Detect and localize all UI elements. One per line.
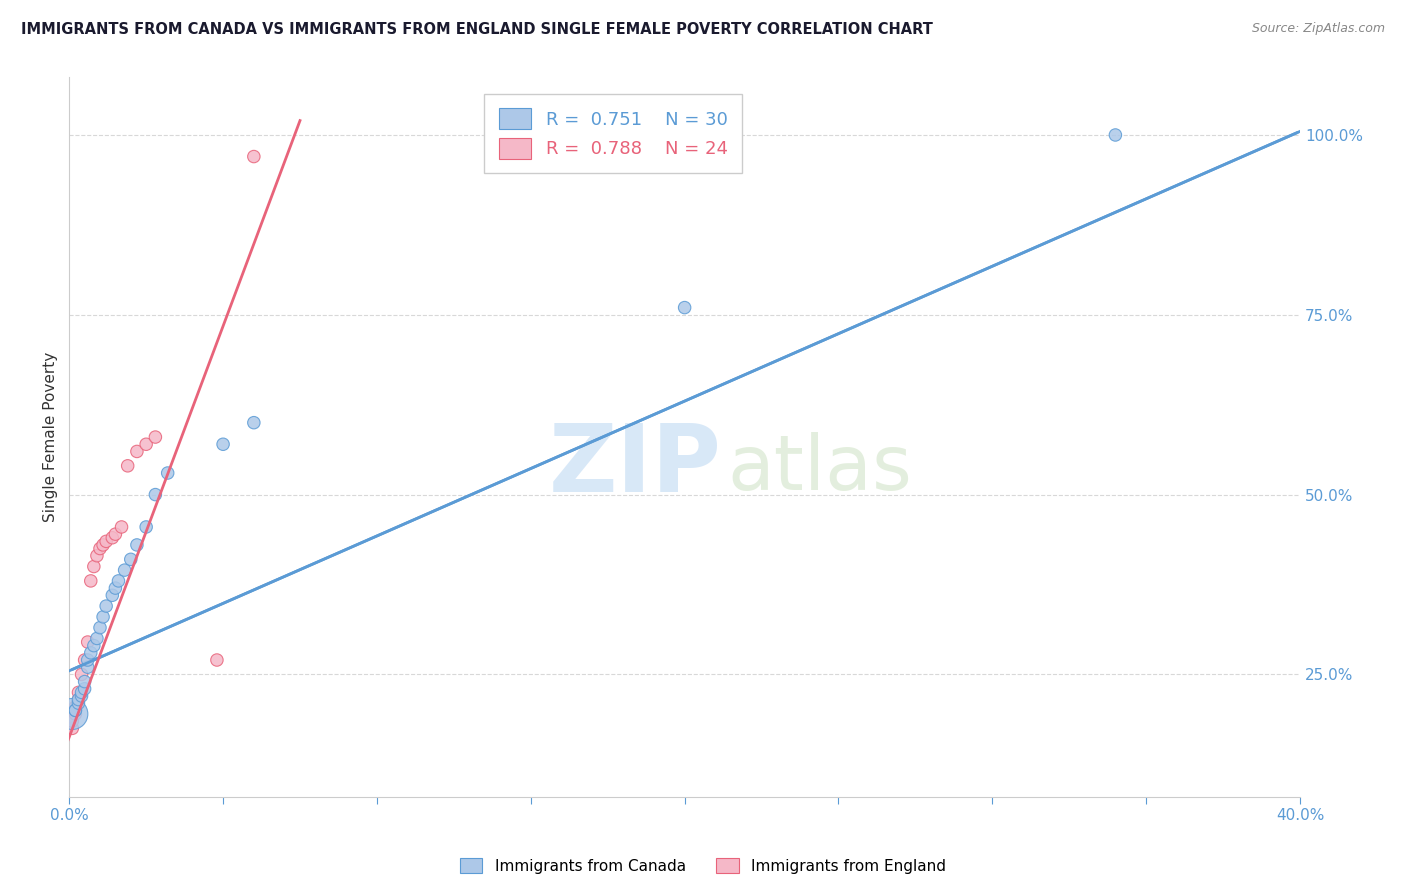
Point [76, 635, 98, 649]
Point [83, 639, 105, 653]
Point [70, 667, 93, 681]
Point [76, 660, 98, 674]
Point [104, 581, 127, 595]
Point [76, 653, 98, 667]
Point [243, 150, 266, 164]
Point [117, 458, 139, 473]
Point [135, 520, 157, 534]
Point [212, 437, 235, 451]
Text: IMMIGRANTS FROM CANADA VS IMMIGRANTS FROM ENGLAND SINGLE FEMALE POVERTY CORRELAT: IMMIGRANTS FROM CANADA VS IMMIGRANTS FRO… [21, 22, 934, 37]
Point [120, 552, 142, 566]
Point [89, 621, 111, 635]
Point [67, 685, 90, 699]
Point [156, 466, 179, 480]
Point [125, 444, 148, 458]
Point [107, 574, 129, 588]
Point [96, 534, 118, 549]
Point [86, 549, 108, 563]
Point [145, 430, 167, 444]
Point [65, 703, 87, 717]
Point [125, 538, 148, 552]
Point [89, 541, 111, 556]
Legend: Immigrants from Canada, Immigrants from England: Immigrants from Canada, Immigrants from … [453, 852, 953, 880]
Point [67, 692, 90, 706]
Text: ZIP: ZIP [548, 420, 721, 512]
Point [67, 692, 90, 706]
Point [83, 559, 105, 574]
Point [67, 696, 90, 710]
Point [70, 685, 93, 699]
Point [91, 610, 114, 624]
Point [91, 538, 114, 552]
Point [73, 653, 96, 667]
Point [80, 574, 103, 588]
Point [135, 437, 157, 451]
Point [205, 653, 228, 667]
Point [101, 588, 124, 602]
Point [145, 487, 167, 501]
Point [110, 520, 132, 534]
Point [65, 699, 87, 714]
Point [65, 703, 87, 717]
Point [73, 674, 96, 689]
Text: atlas: atlas [728, 433, 912, 507]
Legend: R =  0.751    N = 30, R =  0.788    N = 24: R = 0.751 N = 30, R = 0.788 N = 24 [485, 94, 742, 173]
Point [73, 681, 96, 696]
Point [80, 646, 103, 660]
Point [1104, 128, 1126, 142]
Point [60, 706, 83, 721]
Point [65, 706, 87, 721]
Point [101, 531, 124, 545]
Point [673, 301, 696, 315]
Point [60, 714, 83, 728]
Point [86, 632, 108, 646]
Point [243, 416, 266, 430]
Point [104, 527, 127, 541]
Text: Source: ZipAtlas.com: Source: ZipAtlas.com [1251, 22, 1385, 36]
Point [60, 722, 83, 736]
Point [70, 689, 93, 703]
Point [96, 599, 118, 613]
Point [114, 563, 136, 577]
Y-axis label: Single Female Poverty: Single Female Poverty [44, 352, 58, 522]
